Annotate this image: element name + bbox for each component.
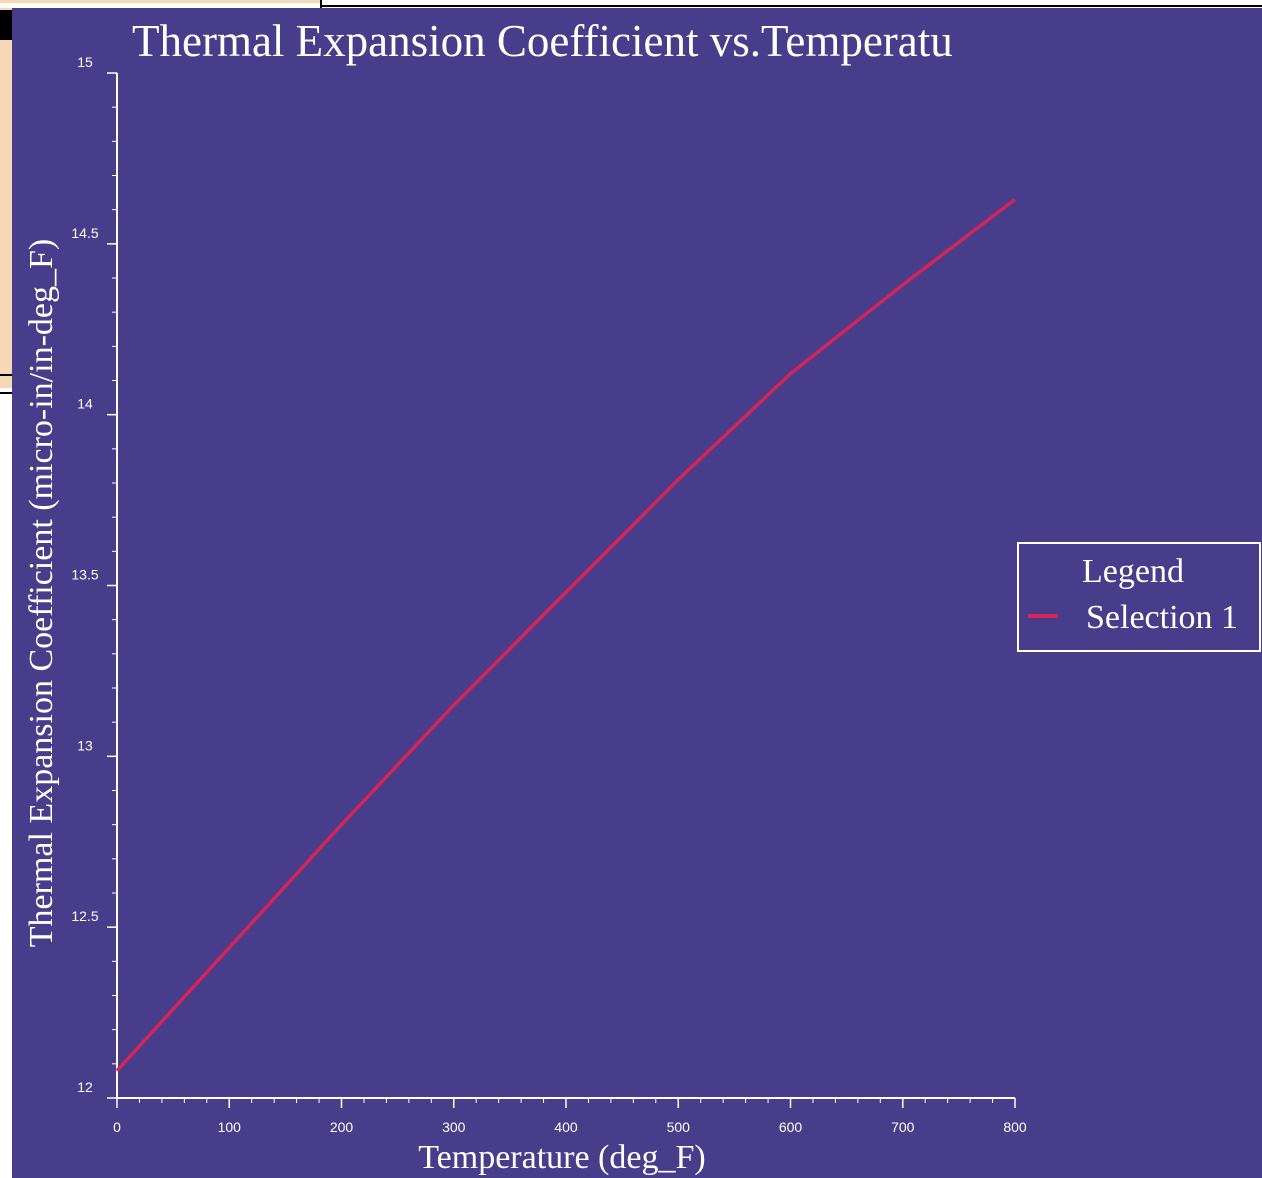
legend-title: Legend bbox=[1082, 553, 1184, 590]
axes bbox=[116, 73, 1015, 1099]
y-axis-ticks: 12 12.5 13 13.5 14 14.5 15 bbox=[71, 54, 117, 1099]
x-tick-label: 500 bbox=[667, 1119, 691, 1135]
legend-box bbox=[1017, 542, 1261, 652]
y-tick-label: 13.5 bbox=[71, 567, 98, 583]
background-panel bbox=[0, 8, 12, 388]
legend-entry-label: Selection 1 bbox=[1086, 599, 1238, 636]
y-axis-label: Thermal Expansion Coefficient (micro-in/… bbox=[23, 239, 60, 947]
background-panel-edge bbox=[0, 0, 322, 3]
background-divider bbox=[0, 392, 12, 394]
x-axis-label: Temperature (deg_F) bbox=[418, 1139, 705, 1176]
y-tick-label: 12.5 bbox=[71, 908, 98, 924]
y-tick-label: 14.5 bbox=[71, 225, 98, 241]
x-tick-label: 100 bbox=[218, 1119, 242, 1135]
x-tick-label: 400 bbox=[554, 1119, 578, 1135]
x-tick-label: 600 bbox=[779, 1119, 803, 1135]
y-tick-label: 13 bbox=[77, 737, 93, 753]
series-line-selection-1 bbox=[115, 198, 1017, 1072]
x-axis-ticks: 0 100 200 300 400 500 600 700 800 bbox=[113, 1098, 1027, 1135]
y-tick-label: 14 bbox=[77, 396, 93, 412]
background-divider bbox=[0, 374, 12, 376]
chart-window: Thermal Expansion Coefficient vs.Tempera… bbox=[12, 8, 1262, 1178]
x-tick-label: 700 bbox=[891, 1119, 915, 1135]
background-border bbox=[320, 5, 1262, 7]
series-group bbox=[115, 198, 1017, 1072]
x-tick-label: 0 bbox=[113, 1119, 121, 1135]
y-tick-label: 12 bbox=[77, 1079, 93, 1095]
x-tick-label: 300 bbox=[442, 1119, 466, 1135]
x-tick-label: 800 bbox=[1003, 1119, 1027, 1135]
legend: Legend Selection 1 bbox=[1017, 542, 1261, 652]
chart-title: Thermal Expansion Coefficient vs.Tempera… bbox=[132, 16, 953, 66]
background-border bbox=[320, 0, 322, 8]
line-chart: Thermal Expansion Coefficient vs.Tempera… bbox=[23, 16, 1261, 1176]
y-tick-label: 15 bbox=[77, 54, 93, 70]
x-tick-label: 200 bbox=[330, 1119, 354, 1135]
background-tab bbox=[0, 10, 12, 40]
